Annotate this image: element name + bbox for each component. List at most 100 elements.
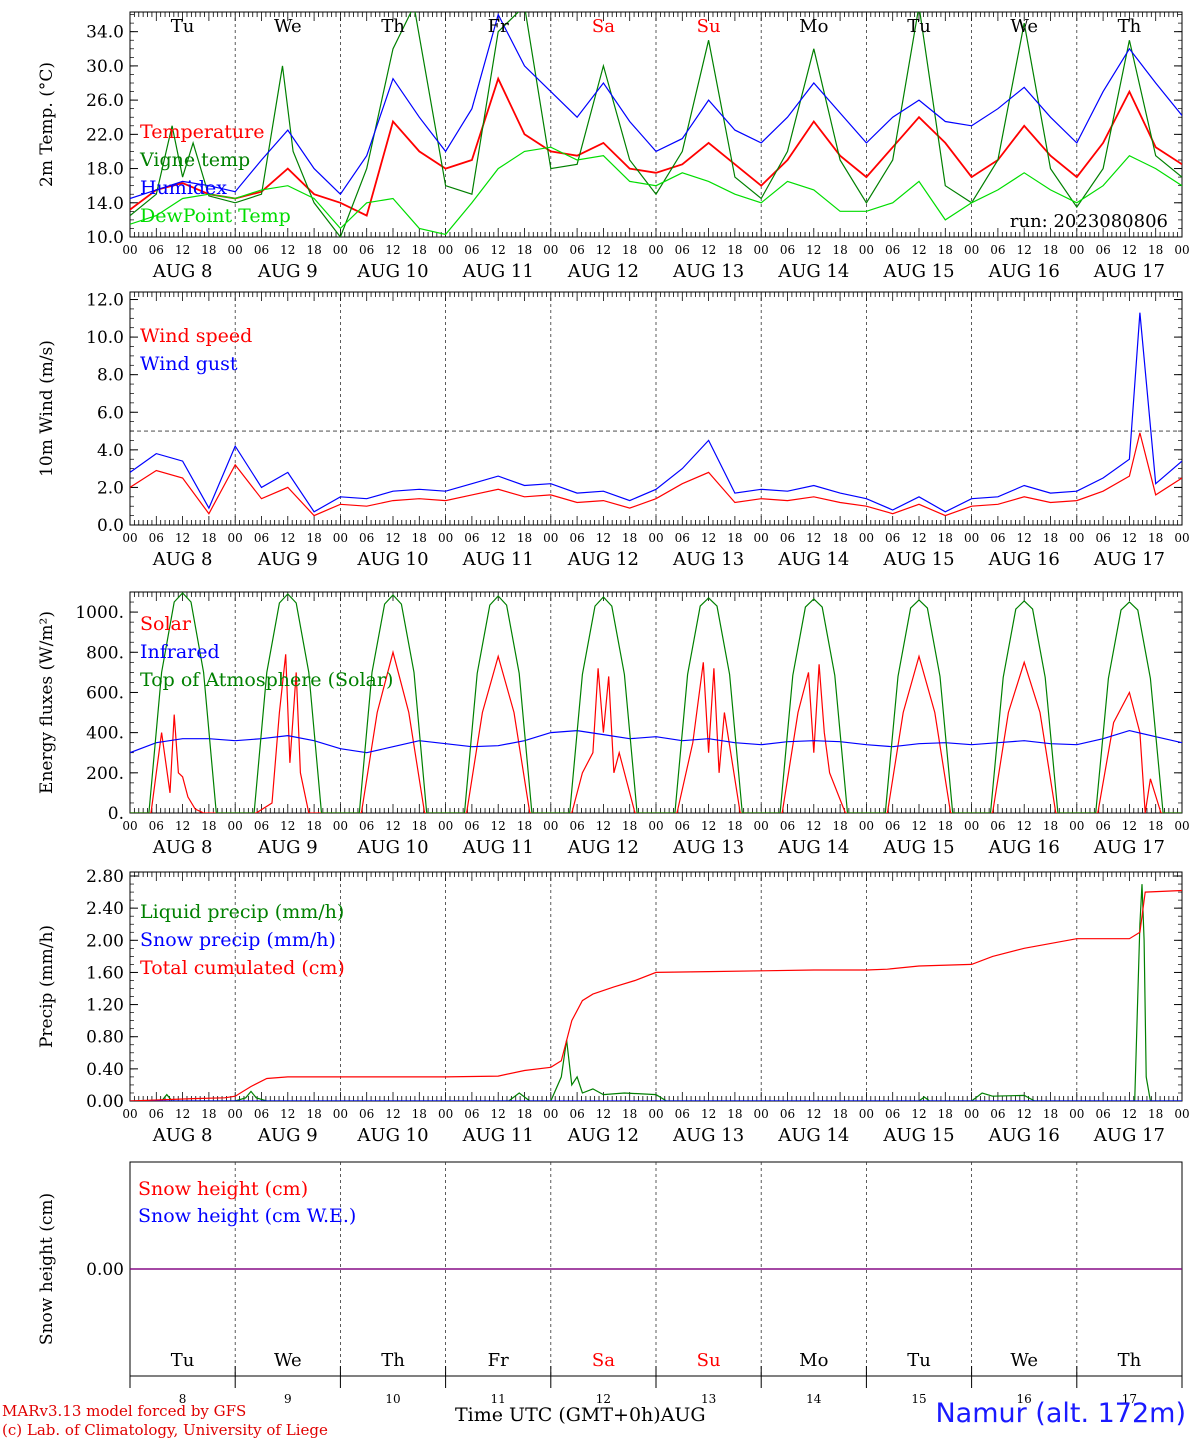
x-hour-label: 06 (885, 1107, 900, 1121)
x-hour-label: 12 (806, 531, 821, 545)
x-hour-label: 06 (254, 1107, 269, 1121)
x-hour-label: 00 (964, 1107, 979, 1121)
x-date-label: AUG 11 (462, 261, 534, 282)
x-date-label: AUG 14 (777, 261, 849, 282)
x-date-label: AUG 11 (462, 837, 534, 858)
x-date-label: 16 (1017, 1392, 1032, 1406)
x-hour-label: 00 (648, 531, 663, 545)
x-hour-label: 00 (438, 243, 453, 257)
series-line (130, 432, 1182, 517)
x-hour-label: 18 (727, 531, 742, 545)
x-hour-label: 12 (175, 531, 190, 545)
x-date-label: AUG 8 (152, 549, 213, 570)
y-tick-label: 600. (86, 683, 124, 703)
x-hour-label: 12 (701, 1107, 716, 1121)
x-hour-label: 00 (333, 1107, 348, 1121)
series-line (130, 649, 1182, 813)
x-hour-label: 06 (149, 243, 164, 257)
series-line (130, 889, 1182, 1101)
x-hour-label: 12 (1122, 243, 1137, 257)
x-date-label: 11 (491, 1392, 506, 1406)
y-tick-label: 200. (86, 764, 124, 784)
x-date-label: AUG 10 (356, 837, 428, 858)
run-label: run: 2023080806 (1010, 211, 1168, 232)
x-date-label: AUG 11 (462, 1125, 534, 1146)
x-date-label: 15 (911, 1392, 926, 1406)
x-hour-label: 06 (990, 531, 1005, 545)
x-hour-label: 06 (359, 243, 374, 257)
x-hour-label: 18 (727, 243, 742, 257)
x-date-label: AUG 10 (356, 549, 428, 570)
x-hour-label: 06 (569, 531, 584, 545)
y-tick-label: 6.0 (97, 403, 124, 423)
x-date-label: AUG 13 (672, 1125, 744, 1146)
legend-entry: Vigne temp (139, 149, 250, 171)
x-hour-label: 06 (780, 531, 795, 545)
x-hour-label: 12 (911, 819, 926, 833)
x-axis-title: Time UTC (GMT+0h)AUG (455, 1404, 706, 1426)
x-hour-label: 00 (648, 819, 663, 833)
x-date-label: 9 (284, 1392, 292, 1406)
x-hour-label: 00 (964, 243, 979, 257)
x-hour-label: 18 (517, 819, 532, 833)
x-date-label: AUG 16 (988, 837, 1060, 858)
x-hour-label: 12 (1017, 531, 1032, 545)
x-hour-label: 18 (412, 819, 427, 833)
x-hour-label: 00 (1069, 243, 1084, 257)
y-axis-label: 10m Wind (m/s) (37, 340, 57, 477)
x-hour-label: 12 (1122, 531, 1137, 545)
x-hour-label: 00 (438, 1107, 453, 1121)
x-date-label: AUG 17 (1093, 549, 1165, 570)
x-hour-label: 18 (938, 531, 953, 545)
day-name-label: Th (1118, 1350, 1142, 1371)
x-hour-label: 00 (228, 531, 243, 545)
x-hour-label: 06 (675, 1107, 690, 1121)
y-tick-label: 30.0 (86, 57, 124, 77)
y-tick-label: 0.40 (86, 1060, 124, 1080)
x-hour-label: 06 (149, 531, 164, 545)
x-date-label: AUG 9 (257, 261, 318, 282)
x-hour-label: 06 (464, 819, 479, 833)
legend-entry: Temperature (140, 121, 264, 143)
x-hour-label: 12 (491, 531, 506, 545)
series-line (130, 729, 1182, 754)
y-axis-label: Precip (mm/h) (37, 925, 57, 1048)
x-hour-label: 00 (754, 243, 769, 257)
day-name-label: Tu (907, 16, 931, 37)
x-date-label: AUG 12 (567, 1125, 639, 1146)
x-date-label: 13 (701, 1392, 716, 1406)
x-hour-label: 06 (990, 819, 1005, 833)
x-hour-label: 00 (964, 819, 979, 833)
x-hour-label: 00 (1174, 819, 1189, 833)
x-hour-label: 18 (1043, 531, 1058, 545)
x-hour-label: 00 (1174, 1107, 1189, 1121)
x-date-label: AUG 9 (257, 1125, 318, 1146)
x-date-label: 17 (1122, 1392, 1137, 1406)
x-hour-label: 12 (806, 819, 821, 833)
x-date-label: AUG 8 (152, 837, 213, 858)
x-date-label: AUG 13 (672, 261, 744, 282)
x-hour-label: 18 (832, 243, 847, 257)
x-hour-label: 12 (1122, 1107, 1137, 1121)
day-name-label: Th (1118, 16, 1142, 37)
x-hour-label: 06 (569, 1107, 584, 1121)
x-hour-label: 18 (201, 1107, 216, 1121)
x-hour-label: 12 (806, 243, 821, 257)
x-hour-label: 18 (1043, 819, 1058, 833)
day-name-label: Tu (171, 1350, 195, 1371)
x-date-label: AUG 12 (567, 261, 639, 282)
y-tick-label: 1.20 (86, 996, 124, 1016)
y-tick-label: 26.0 (86, 91, 124, 111)
series-line (130, 76, 1182, 217)
y-tick-label: 0.00 (86, 1092, 124, 1112)
x-hour-label: 00 (438, 531, 453, 545)
day-name-label: Mo (799, 1350, 828, 1371)
x-hour-label: 00 (122, 1107, 137, 1121)
x-hour-label: 18 (938, 243, 953, 257)
x-date-label: AUG 13 (672, 837, 744, 858)
x-hour-label: 12 (701, 243, 716, 257)
legend-entry: Wind speed (140, 325, 252, 347)
x-hour-label: 00 (543, 243, 558, 257)
day-name-label: Fr (488, 1350, 509, 1371)
y-tick-label: 4.0 (97, 441, 124, 461)
